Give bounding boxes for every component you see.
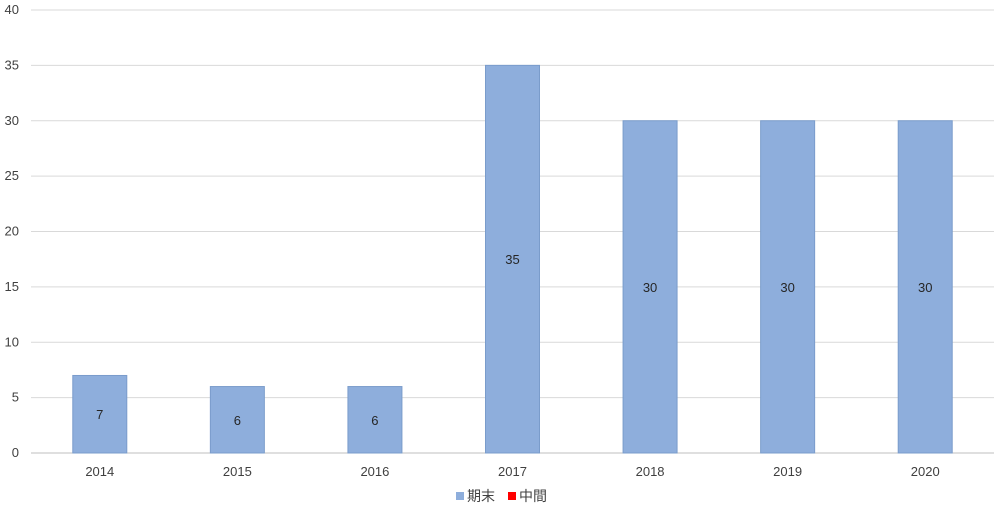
y-tick-label: 0 bbox=[12, 445, 19, 460]
y-tick-label: 15 bbox=[5, 279, 19, 294]
y-tick-label: 20 bbox=[5, 224, 19, 239]
bar-data-label: 30 bbox=[780, 280, 794, 295]
y-axis-ticks: 0 5 10 15 20 25 30 35 40 bbox=[5, 2, 19, 460]
y-tick-label: 5 bbox=[12, 390, 19, 405]
y-tick-label: 10 bbox=[5, 334, 19, 349]
bar-data-labels: 7 6 6 35 30 30 30 bbox=[96, 252, 932, 428]
x-tick-label: 2019 bbox=[773, 464, 802, 479]
legend-label: 中間 bbox=[519, 489, 547, 505]
legend-label: 期末 bbox=[467, 489, 495, 505]
legend: 期末 中間 bbox=[456, 489, 547, 505]
x-tick-label: 2015 bbox=[223, 464, 252, 479]
x-tick-label: 2014 bbox=[85, 464, 114, 479]
y-tick-label: 25 bbox=[5, 168, 19, 183]
bar-2016 bbox=[347, 386, 403, 454]
bar-2019 bbox=[760, 120, 816, 454]
legend-item: 中間 bbox=[508, 489, 547, 505]
x-axis-ticks: 2014 2015 2016 2017 2018 2019 2020 bbox=[85, 464, 939, 479]
bar-2018 bbox=[622, 120, 678, 454]
bar-2017 bbox=[485, 64, 540, 454]
x-tick-label: 2018 bbox=[636, 464, 665, 479]
bar-2020 bbox=[897, 120, 953, 454]
y-tick-label: 40 bbox=[5, 2, 19, 17]
legend-swatch bbox=[456, 492, 464, 500]
x-tick-label: 2020 bbox=[911, 464, 940, 479]
bar-data-label: 35 bbox=[505, 252, 519, 267]
x-tick-label: 2016 bbox=[360, 464, 389, 479]
bar-data-label: 6 bbox=[234, 413, 241, 428]
y-tick-label: 30 bbox=[5, 113, 19, 128]
bars bbox=[72, 64, 953, 454]
legend-swatch bbox=[508, 492, 516, 500]
y-tick-label: 35 bbox=[5, 57, 19, 72]
bar-2014 bbox=[72, 374, 128, 454]
x-tick-label: 2017 bbox=[498, 464, 527, 479]
bar-data-label: 30 bbox=[643, 280, 657, 295]
bar-2015 bbox=[209, 386, 265, 454]
bar-data-label: 7 bbox=[96, 407, 103, 422]
legend-item: 期末 bbox=[456, 489, 495, 505]
bar-data-label: 6 bbox=[371, 413, 378, 428]
bar-data-label: 30 bbox=[918, 280, 932, 295]
